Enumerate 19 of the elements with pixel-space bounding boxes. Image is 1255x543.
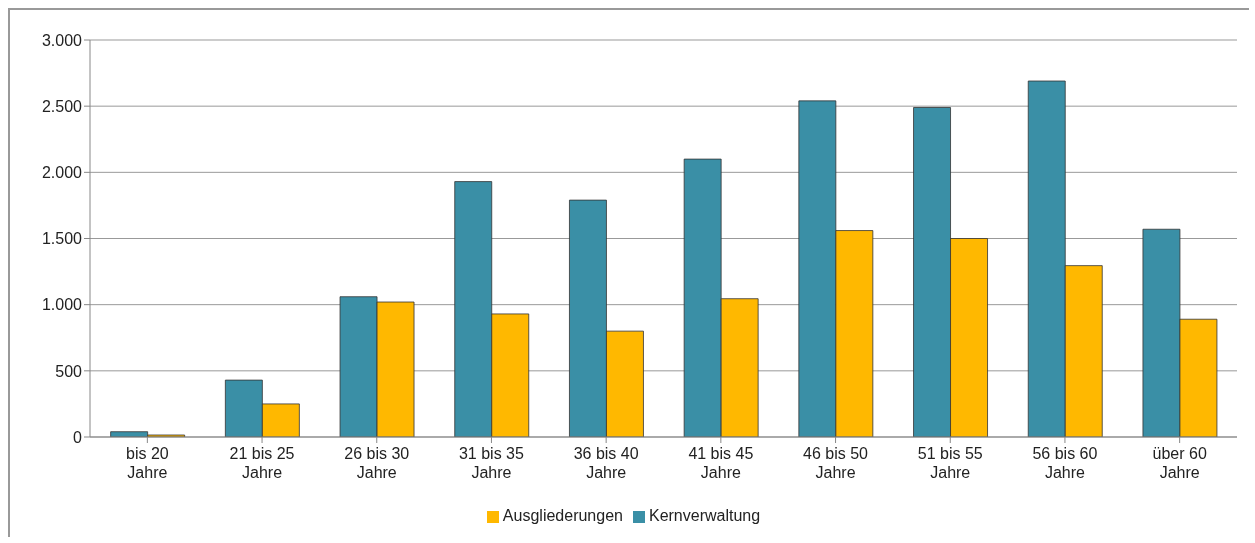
x-tick-label: bis 20 Jahre: [126, 445, 169, 481]
x-tick-label: 41 bis 45 Jahre: [688, 445, 754, 481]
x-tick-label: 56 bis 60 Jahre: [1032, 445, 1098, 481]
legend-label: Kernverwaltung: [648, 507, 761, 524]
x-tick-label: 26 bis 30 Jahre: [344, 445, 410, 481]
x-tick-label: 46 bis 50 Jahre: [803, 445, 869, 481]
x-tick-label: 31 bis 35 Jahre: [458, 445, 525, 481]
x-tick-label: über 60 Jahre: [1152, 445, 1207, 481]
legend-label: Ausgliederungen: [502, 507, 623, 524]
y-tick-label: 500: [55, 362, 83, 380]
y-tick-label: 2.000: [41, 164, 83, 182]
x-tick-label: 36 bis 40 Jahre: [573, 445, 639, 481]
y-tick-label: 1.000: [41, 296, 83, 314]
x-tick-label: 21 bis 25 Jahre: [229, 445, 295, 481]
y-tick-label: 1.500: [41, 230, 83, 248]
y-tick-label: 3.000: [41, 31, 83, 49]
y-tick-label: 2.500: [41, 97, 83, 115]
x-tick-label: 51 bis 55 Jahre: [917, 445, 983, 481]
y-tick-label: 0: [73, 428, 83, 446]
